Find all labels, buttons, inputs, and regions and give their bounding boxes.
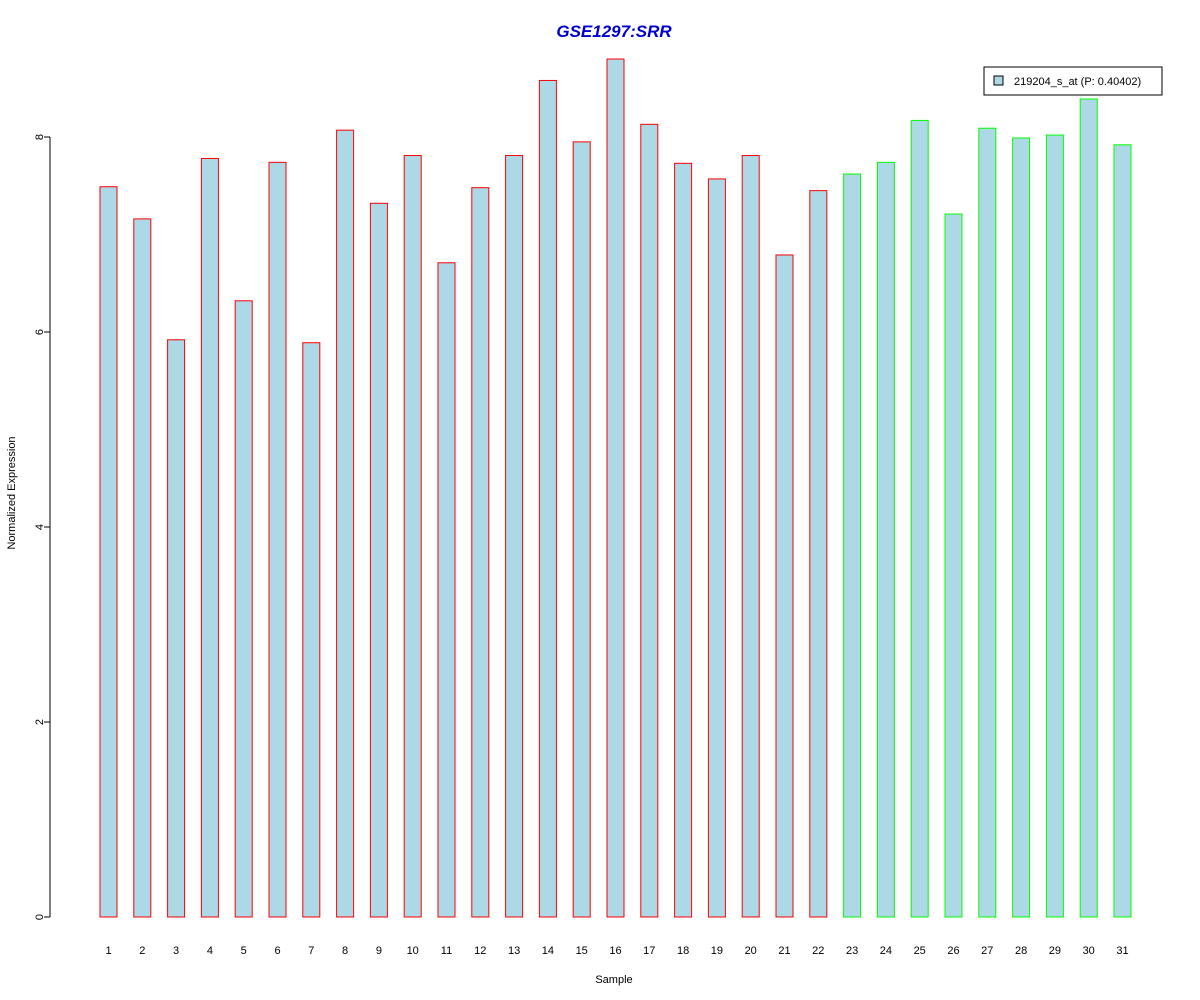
x-tick-label: 20 xyxy=(745,945,757,957)
bar-sample-21 xyxy=(775,254,794,918)
legend-label: 219204_s_at (P: 0.40402) xyxy=(1014,76,1141,88)
bar-sample-12 xyxy=(471,187,490,918)
y-axis-label: Normalized Expression xyxy=(6,436,18,549)
x-tick-label: 3 xyxy=(173,945,179,957)
x-tick-label: 22 xyxy=(812,945,824,957)
legend-box xyxy=(983,66,1163,96)
x-tick-label: 6 xyxy=(274,945,280,957)
x-tick-label: 26 xyxy=(947,945,959,957)
x-tick-label: 15 xyxy=(576,945,588,957)
bar-sample-1 xyxy=(99,186,118,918)
x-tick-label: 16 xyxy=(609,945,621,957)
x-tick-label: 19 xyxy=(711,945,723,957)
x-tick-label: 2 xyxy=(139,945,145,957)
bar-sample-16 xyxy=(606,58,625,918)
x-tick-label: 17 xyxy=(643,945,655,957)
bar-sample-9 xyxy=(369,202,388,918)
bar-sample-22 xyxy=(809,190,828,918)
x-tick-label: 4 xyxy=(207,945,213,957)
x-tick-label: 7 xyxy=(308,945,314,957)
chart-title: GSE1297:SRR xyxy=(556,22,672,41)
x-tick-label: 8 xyxy=(342,945,348,957)
bar-sample-19 xyxy=(707,178,726,918)
x-tick-label: 24 xyxy=(880,945,892,957)
bar-sample-24 xyxy=(876,161,895,918)
bar-sample-8 xyxy=(336,129,355,918)
x-tick-labels: 1 2 3 4 5 6 7 8 9 10 11 12 13 14 15 16 17 18 19 20 21 22 23 24 2… xyxy=(105,945,1128,957)
bar-sample-25 xyxy=(910,119,929,918)
bar-sample-28 xyxy=(1012,137,1031,918)
x-tick-label: 9 xyxy=(376,945,382,957)
bar-sample-6 xyxy=(268,161,287,918)
bar-sample-17 xyxy=(640,123,659,918)
bar-sample-27 xyxy=(978,127,997,918)
bar-sample-2 xyxy=(133,218,152,918)
bar-sample-26 xyxy=(944,213,963,918)
bar-sample-4 xyxy=(200,157,219,918)
bar-sample-15 xyxy=(572,141,591,918)
x-tick-label: 31 xyxy=(1116,945,1128,957)
bar-sample-11 xyxy=(437,262,456,918)
bar-sample-3 xyxy=(167,339,186,918)
x-tick-label: 14 xyxy=(542,945,554,957)
legend-swatch xyxy=(993,75,1004,86)
x-tick-label: 11 xyxy=(441,945,452,957)
y-tick-label: 8 xyxy=(34,134,46,140)
bar-sample-10 xyxy=(403,155,422,918)
x-axis-label: Sample xyxy=(595,974,632,986)
y-tick-label: 4 xyxy=(34,524,46,530)
x-tick-label: 5 xyxy=(241,945,247,957)
y-tick-label: 2 xyxy=(34,719,46,725)
y-axis: 0 2 4 6 8 xyxy=(34,134,51,920)
legend: 219204_s_at (P: 0.40402) xyxy=(983,66,1163,96)
y-tick-label: 0 xyxy=(34,914,46,920)
x-tick-label: 29 xyxy=(1049,945,1061,957)
bar-sample-30 xyxy=(1079,98,1098,918)
y-tick-label: 6 xyxy=(34,329,46,335)
x-tick-label: 1 xyxy=(105,945,111,957)
bar-sample-29 xyxy=(1045,134,1064,918)
bar-sample-14 xyxy=(538,79,557,918)
x-tick-label: 30 xyxy=(1083,945,1095,957)
x-tick-label: 21 xyxy=(778,945,790,957)
x-tick-label: 28 xyxy=(1015,945,1027,957)
x-tick-label: 12 xyxy=(474,945,486,957)
bar-sample-13 xyxy=(505,155,524,918)
x-tick-label: 27 xyxy=(981,945,993,957)
bar-sample-31 xyxy=(1113,144,1132,918)
bar-sample-7 xyxy=(302,342,321,918)
bar-sample-5 xyxy=(234,300,253,918)
x-tick-label: 18 xyxy=(677,945,689,957)
x-tick-label: 13 xyxy=(508,945,520,957)
bar-sample-20 xyxy=(741,155,760,918)
bar-sample-23 xyxy=(843,173,862,918)
x-tick-label: 10 xyxy=(407,945,419,957)
bars-group xyxy=(99,58,1132,918)
bar-sample-18 xyxy=(674,162,693,918)
x-tick-label: 25 xyxy=(914,945,926,957)
x-tick-label: 23 xyxy=(846,945,858,957)
